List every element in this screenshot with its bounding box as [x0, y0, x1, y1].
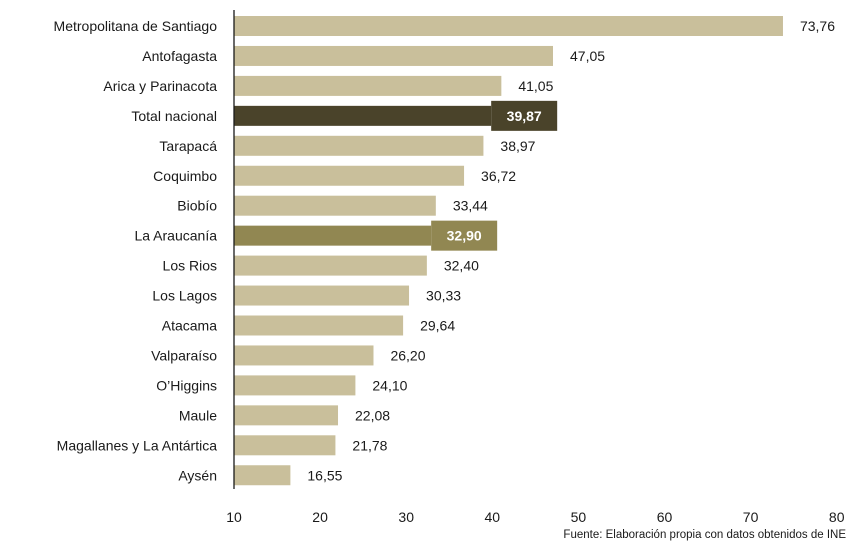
category-label-o-higgins: O’Higgins	[156, 377, 217, 393]
value-label-arica-y-parinacota: 41,05	[518, 78, 553, 94]
value-label-los-lagos: 30,33	[426, 288, 461, 304]
x-tick-label-20: 20	[312, 509, 328, 525]
bars-group	[234, 16, 783, 486]
x-tick-label-50: 50	[571, 509, 587, 525]
value-labels-group: 73,76 47,05 41,05 39,87 38,97 36,72 33,44 32,90…	[307, 18, 835, 483]
value-label-biobio: 33,44	[453, 198, 488, 214]
x-tick-label-10: 10	[226, 509, 242, 525]
category-label-los-lagos: Los Lagos	[152, 288, 217, 304]
bar-metropolitana-de-santiago	[234, 16, 783, 36]
category-label-aysen: Aysén	[178, 467, 217, 483]
x-tick-label-80: 80	[829, 509, 845, 525]
category-label-tarapaca: Tarapacá	[159, 138, 217, 154]
bar-los-rios	[234, 255, 427, 276]
bar-o-higgins	[234, 375, 356, 396]
category-label-coquimbo: Coquimbo	[153, 168, 217, 184]
value-label-maule: 22,08	[355, 407, 390, 423]
source-note: Fuente: Elaboración propia con datos obt…	[563, 529, 846, 541]
value-label-magallanes-y-la-antartica: 21,78	[352, 437, 387, 453]
category-label-magallanes-y-la-antartica: Magallanes y La Antártica	[57, 437, 218, 453]
value-label-total-nacional: 39,87	[507, 108, 542, 124]
bar-magallanes-y-la-antartica	[234, 435, 336, 456]
category-label-biobio: Biobío	[177, 198, 217, 214]
bar-los-lagos	[234, 285, 410, 306]
bar-total-nacional	[234, 105, 492, 126]
value-label-los-rios: 32,40	[444, 258, 479, 274]
bar-coquimbo	[234, 165, 465, 186]
bar-aysen	[234, 465, 291, 486]
value-label-atacama: 29,64	[420, 318, 455, 334]
bar-atacama	[234, 315, 404, 336]
x-tick-labels-group: 10 20 30 40 50 60 70 80	[226, 509, 844, 525]
value-label-aysen: 16,55	[307, 467, 342, 483]
value-label-metropolitana-de-santiago: 73,76	[800, 18, 835, 34]
category-label-metropolitana-de-santiago: Metropolitana de Santiago	[54, 18, 218, 34]
x-tick-label-70: 70	[743, 509, 759, 525]
category-label-atacama: Atacama	[162, 318, 217, 334]
bar-arica-y-parinacota	[234, 75, 502, 96]
bar-antofagasta	[234, 45, 554, 66]
bar-maule	[234, 405, 339, 426]
value-label-coquimbo: 36,72	[481, 168, 516, 184]
bar-valparaiso	[234, 345, 374, 366]
bar-la-araucania	[234, 225, 432, 246]
x-tick-label-40: 40	[485, 509, 501, 525]
category-label-total-nacional: Total nacional	[131, 108, 217, 124]
x-tick-label-30: 30	[398, 509, 414, 525]
category-label-los-rios: Los Rios	[163, 258, 217, 274]
bar-biobio	[234, 195, 436, 216]
x-tick-label-60: 60	[657, 509, 673, 525]
category-label-maule: Maule	[179, 407, 217, 423]
category-label-valparaiso: Valparaíso	[151, 347, 217, 363]
value-label-o-higgins: 24,10	[372, 377, 407, 393]
value-label-box-total-nacional	[491, 100, 558, 131]
category-label-antofagasta: Antofagasta	[142, 48, 217, 64]
value-label-tarapaca: 38,97	[500, 138, 535, 154]
value-label-la-araucania: 32,90	[447, 228, 482, 244]
value-label-box-la-araucania	[431, 220, 498, 251]
bar-tarapaca	[234, 135, 484, 156]
category-label-la-araucania: La Araucanía	[134, 228, 217, 244]
category-labels-group: Metropolitana de Santiago Antofagasta Aric…	[54, 18, 218, 483]
category-label-arica-y-parinacota: Arica y Parinacota	[103, 78, 217, 94]
value-label-valparaiso: 26,20	[390, 347, 425, 363]
value-label-antofagasta: 47,05	[570, 48, 605, 64]
